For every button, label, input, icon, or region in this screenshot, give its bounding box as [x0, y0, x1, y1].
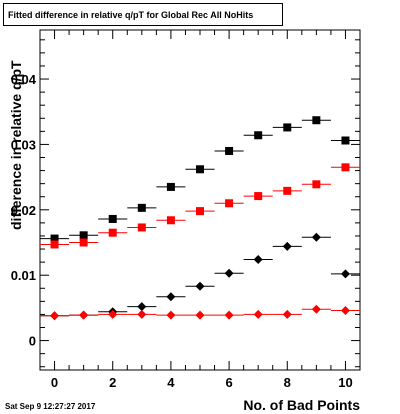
- data-point: [283, 123, 292, 132]
- data-point: [254, 131, 263, 140]
- data-point: [341, 136, 350, 145]
- data-point: [137, 223, 146, 232]
- data-point: [283, 186, 292, 195]
- data-point: [79, 310, 89, 320]
- data-marks: [40, 116, 360, 321]
- data-point: [312, 180, 321, 189]
- data-point: [137, 302, 147, 312]
- x-tick-label: 8: [284, 375, 291, 390]
- data-point: [79, 238, 88, 247]
- x-tick-label: 2: [109, 375, 116, 390]
- data-point: [166, 310, 176, 320]
- y-tick-label: 0.04: [11, 72, 37, 87]
- data-point: [282, 309, 292, 319]
- data-point: [166, 292, 176, 302]
- data-point: [224, 310, 234, 320]
- data-point: [225, 199, 234, 208]
- timestamp: Sat Sep 9 12:27:27 2017: [5, 402, 96, 411]
- data-point: [50, 234, 59, 243]
- data-point: [311, 232, 321, 242]
- x-tick-label: 6: [225, 375, 232, 390]
- data-point: [166, 182, 175, 191]
- y-tick-label: 0: [29, 334, 36, 349]
- data-point: [195, 310, 205, 320]
- data-point: [195, 281, 205, 291]
- data-point: [50, 240, 59, 249]
- data-point: [253, 255, 263, 264]
- x-tick-label: 0: [51, 375, 58, 390]
- data-point: [311, 304, 321, 314]
- x-tick-label: 4: [167, 375, 175, 390]
- data-point: [196, 207, 204, 216]
- data-point: [137, 203, 146, 212]
- data-point: [196, 165, 204, 174]
- data-point: [137, 309, 147, 319]
- data-point: [79, 231, 88, 240]
- data-point: [225, 146, 234, 155]
- data-point: [166, 216, 175, 225]
- data-point: [340, 306, 350, 315]
- data-point: [312, 116, 321, 125]
- data-point: [254, 192, 263, 201]
- y-axis-label: difference in relative q/pT: [8, 60, 24, 230]
- data-point: [50, 311, 60, 321]
- chart-title: Fitted difference in relative q/pT for G…: [3, 3, 283, 26]
- data-point: [108, 228, 117, 237]
- data-point: [341, 163, 350, 172]
- data-point: [340, 269, 350, 279]
- data-point: [282, 241, 292, 251]
- y-tick-label: 0.01: [11, 268, 36, 283]
- x-axis-label: No. of Bad Points: [243, 397, 360, 413]
- y-tick-label: 0.03: [11, 137, 36, 152]
- axes: 0 0.01 0.02 0.03 0.04 0 2 4 6 8 10: [11, 30, 360, 390]
- y-tick-label: 0.02: [11, 203, 36, 218]
- data-point: [108, 214, 117, 223]
- x-tick-label: 10: [338, 375, 352, 390]
- data-point: [253, 309, 263, 319]
- data-point: [224, 268, 234, 278]
- data-point: [108, 309, 118, 319]
